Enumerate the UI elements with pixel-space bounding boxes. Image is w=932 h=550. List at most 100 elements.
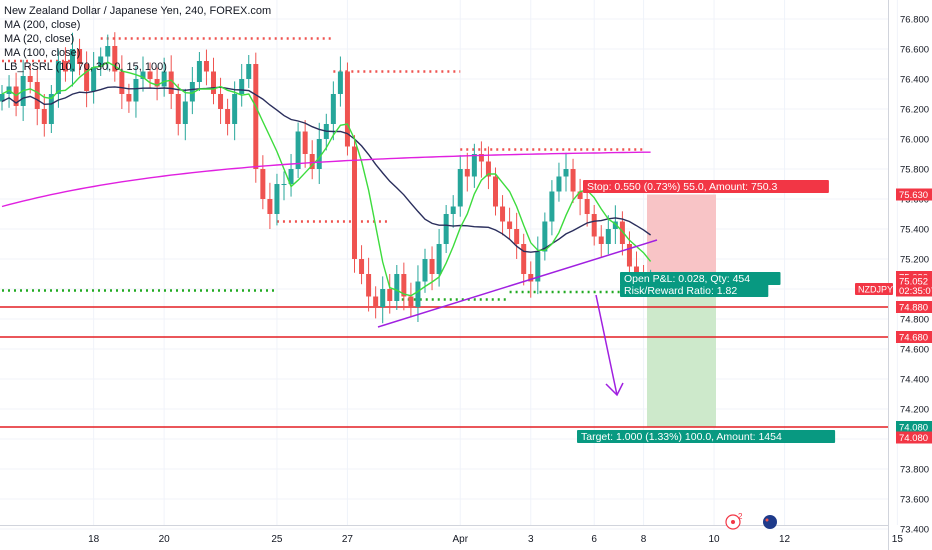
candle[interactable]: [253, 52, 259, 183]
candle[interactable]: [288, 154, 294, 197]
candle[interactable]: [196, 52, 202, 91]
candle[interactable]: [380, 276, 386, 324]
candle[interactable]: [330, 81, 336, 141]
candle[interactable]: [34, 69, 40, 126]
candle[interactable]: [450, 195, 456, 228]
candle[interactable]: [485, 146, 491, 190]
candle[interactable]: [359, 245, 365, 285]
projection-arrow[interactable]: [595, 294, 618, 396]
candle[interactable]: [394, 265, 400, 310]
candle[interactable]: [464, 152, 470, 192]
candle[interactable]: [373, 286, 379, 319]
candle[interactable]: [41, 94, 47, 137]
candle[interactable]: [140, 56, 146, 92]
candle[interactable]: [119, 55, 125, 109]
candle[interactable]: [352, 135, 357, 273]
indicator-ma200[interactable]: MA (200, close): [4, 19, 81, 31]
indicator-lb-rsrl[interactable]: LB_RSRL (10, 70, 30, 0, 15, 100): [4, 61, 167, 73]
candle[interactable]: [493, 167, 498, 216]
candle[interactable]: [598, 225, 604, 258]
candle[interactable]: [401, 262, 407, 311]
candle[interactable]: [443, 205, 449, 253]
candle[interactable]: [175, 83, 181, 136]
stop-label[interactable]: Stop: 0.550 (0.73%) 55.0, Amount: 750.3: [583, 180, 829, 193]
target-zone[interactable]: [647, 277, 716, 427]
indicator-ma100[interactable]: MA (100, close): [4, 47, 81, 59]
candle[interactable]: [203, 49, 209, 86]
candle[interactable]: [84, 51, 90, 108]
candle[interactable]: [98, 47, 104, 77]
flag-badge[interactable]: [763, 515, 777, 529]
candle[interactable]: [182, 88, 188, 141]
alert-badge[interactable]: 2: [725, 512, 743, 530]
candle[interactable]: [147, 62, 153, 89]
candle[interactable]: [535, 236, 541, 295]
time-axis[interactable]: 18 20 25 27 Apr 3 6 8 10 12 15: [0, 525, 903, 546]
price-axis[interactable]: 76.800 76.600 76.400 76.200 76.000 75.800 75.6…: [888, 0, 932, 550]
candle[interactable]: [161, 57, 167, 97]
candle[interactable]: [260, 155, 266, 210]
candle[interactable]: [232, 81, 238, 141]
candle[interactable]: [62, 47, 68, 82]
candle[interactable]: [605, 215, 611, 255]
candle[interactable]: [577, 178, 583, 216]
candle[interactable]: [309, 140, 315, 180]
candle[interactable]: [478, 141, 484, 178]
candle[interactable]: [563, 152, 569, 192]
candle[interactable]: [91, 52, 97, 104]
candle[interactable]: [267, 182, 273, 229]
stop-zone[interactable]: [647, 194, 716, 278]
candle[interactable]: [77, 38, 83, 76]
candle[interactable]: [507, 207, 513, 240]
candle[interactable]: [500, 195, 506, 236]
candle[interactable]: [0, 85, 5, 111]
candle[interactable]: [281, 171, 287, 201]
candle[interactable]: [415, 265, 421, 322]
symbol-tag[interactable]: NZDJPY: [855, 283, 893, 295]
candle[interactable]: [316, 122, 322, 184]
candle[interactable]: [556, 162, 562, 202]
candle[interactable]: [591, 205, 597, 246]
candle[interactable]: [337, 56, 343, 107]
candle[interactable]: [429, 246, 435, 291]
ma200-line[interactable]: [1, 151, 651, 208]
candle[interactable]: [521, 233, 527, 286]
candle[interactable]: [189, 67, 195, 115]
candle[interactable]: [274, 173, 280, 226]
target-label[interactable]: Target: 1.000 (1.33%) 100.0, Amount: 145…: [577, 430, 836, 443]
candle-body: [415, 281, 421, 307]
trendline[interactable]: [377, 239, 658, 328]
candle[interactable]: [344, 62, 350, 156]
candle[interactable]: [105, 34, 111, 71]
ma100-line[interactable]: [1, 86, 652, 253]
candle[interactable]: [295, 122, 301, 179]
pnl-label[interactable]: Open P&L: 0.028, Qty: 454: [620, 272, 781, 285]
candle[interactable]: [70, 32, 75, 87]
candle[interactable]: [302, 120, 308, 168]
candle[interactable]: [154, 67, 160, 101]
ma20-line[interactable]: [1, 61, 652, 297]
candle[interactable]: [457, 155, 463, 217]
candle[interactable]: [366, 257, 372, 312]
candle[interactable]: [168, 55, 174, 109]
candle[interactable]: [570, 158, 576, 203]
rr-label[interactable]: Risk/Reward Ratio: 1.82: [620, 284, 769, 297]
candle[interactable]: [239, 64, 245, 107]
candle[interactable]: [387, 274, 393, 314]
candle[interactable]: [112, 32, 118, 82]
price-label: 74.080: [899, 433, 928, 444]
candle[interactable]: [422, 248, 428, 293]
candle[interactable]: [542, 212, 548, 261]
candle[interactable]: [48, 85, 54, 133]
candle[interactable]: [408, 282, 414, 318]
candle[interactable]: [246, 55, 252, 88]
candle[interactable]: [218, 77, 224, 124]
candle[interactable]: [211, 57, 216, 105]
candle[interactable]: [225, 98, 231, 136]
candle[interactable]: [549, 180, 555, 236]
candle[interactable]: [55, 49, 61, 108]
indicator-ma20[interactable]: MA (20, close): [4, 33, 75, 45]
candle[interactable]: [514, 212, 520, 259]
candle[interactable]: [471, 143, 477, 188]
